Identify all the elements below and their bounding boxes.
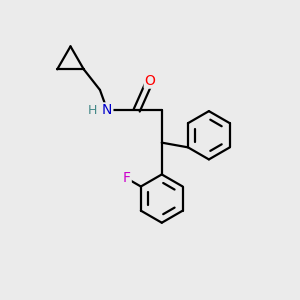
Text: F: F: [123, 171, 131, 185]
Text: N: N: [102, 103, 112, 117]
Text: H: H: [87, 104, 97, 117]
Text: O: O: [145, 74, 155, 88]
